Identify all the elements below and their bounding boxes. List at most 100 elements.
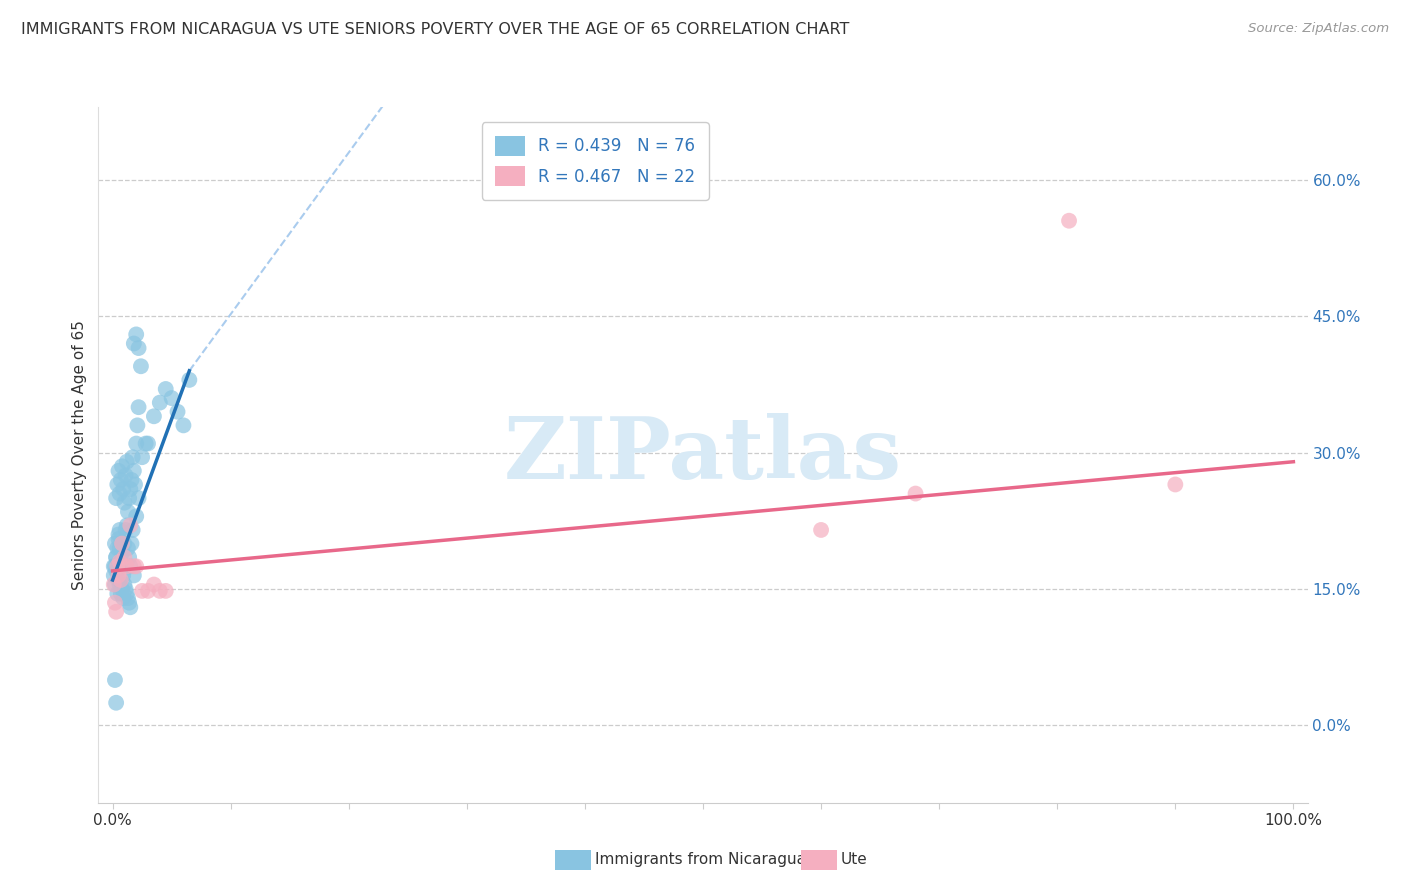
Point (149, 583, 172, 598)
Point (105, 550, 128, 565)
Point (124, 477, 146, 491)
Point (117, 541, 139, 556)
Point (112, 591, 135, 606)
Point (111, 582, 134, 596)
Point (107, 527, 129, 541)
Point (810, 523, 832, 537)
Point (110, 586, 132, 600)
Point (120, 518, 142, 533)
Point (128, 491, 150, 505)
Point (110, 555, 132, 569)
Point (107, 464, 129, 478)
Point (103, 568, 125, 582)
Point (125, 559, 148, 574)
Point (129, 359, 152, 374)
Point (115, 455, 138, 469)
Point (122, 568, 145, 582)
Point (105, 477, 128, 491)
Point (118, 550, 141, 565)
Legend: R = 0.439   N = 76, R = 0.467   N = 22: R = 0.439 N = 76, R = 0.467 N = 22 (482, 122, 709, 200)
Point (149, 395, 172, 409)
Point (107, 532, 129, 546)
Point (108, 523, 131, 537)
Point (111, 459, 134, 474)
Point (135, 436, 157, 450)
Point (107, 568, 129, 582)
Point (166, 405, 188, 419)
Point (104, 577, 127, 591)
Point (104, 673, 127, 687)
Point (103, 559, 125, 574)
Point (904, 486, 927, 500)
Point (136, 583, 159, 598)
Text: ZIPatlas: ZIPatlas (503, 413, 903, 497)
Point (128, 341, 150, 355)
Point (112, 536, 135, 550)
Point (121, 523, 143, 537)
Point (121, 536, 143, 550)
Point (105, 491, 128, 505)
Point (105, 696, 128, 710)
Point (112, 496, 135, 510)
Point (142, 577, 165, 591)
Point (120, 482, 142, 496)
Point (114, 523, 136, 537)
Point (128, 400, 150, 414)
Point (117, 505, 139, 519)
Point (105, 550, 128, 565)
Point (131, 583, 153, 598)
Text: Immigrants from Nicaragua: Immigrants from Nicaragua (595, 853, 806, 867)
Point (104, 596, 127, 610)
Point (104, 559, 127, 574)
Point (117, 591, 139, 606)
Point (125, 509, 148, 524)
Point (110, 573, 132, 587)
Point (114, 582, 136, 596)
Point (104, 536, 127, 550)
Point (127, 418, 149, 433)
Point (122, 336, 145, 351)
Point (136, 436, 159, 450)
Point (105, 559, 128, 574)
Y-axis label: Seniors Poverty Over the Age of 65: Seniors Poverty Over the Age of 65 (72, 320, 87, 590)
Point (105, 541, 128, 556)
Point (125, 327, 148, 342)
Point (121, 450, 143, 465)
Point (131, 450, 153, 465)
Point (172, 418, 194, 433)
Point (112, 550, 135, 565)
Point (107, 573, 129, 587)
Point (105, 564, 128, 578)
Point (114, 468, 136, 483)
Point (105, 605, 128, 619)
Point (111, 536, 134, 550)
Point (115, 559, 138, 574)
Point (112, 577, 135, 591)
Point (110, 473, 132, 487)
Point (112, 568, 135, 582)
Point (108, 555, 131, 569)
Point (108, 577, 131, 591)
Point (115, 518, 138, 533)
Text: Ute: Ute (841, 853, 868, 867)
Point (115, 586, 138, 600)
Point (120, 559, 142, 574)
Point (155, 583, 177, 598)
Point (105, 586, 128, 600)
Point (111, 546, 134, 560)
Point (108, 486, 131, 500)
Point (179, 373, 201, 387)
Point (118, 596, 141, 610)
Text: Source: ZipAtlas.com: Source: ZipAtlas.com (1249, 22, 1389, 36)
Point (1164, 477, 1187, 491)
Point (122, 559, 145, 574)
Point (121, 473, 143, 487)
Point (142, 409, 165, 424)
Point (122, 464, 145, 478)
Point (160, 391, 183, 405)
Point (108, 541, 131, 556)
Point (125, 436, 148, 450)
Point (118, 491, 141, 505)
Point (105, 564, 128, 578)
Point (1057, 213, 1080, 227)
